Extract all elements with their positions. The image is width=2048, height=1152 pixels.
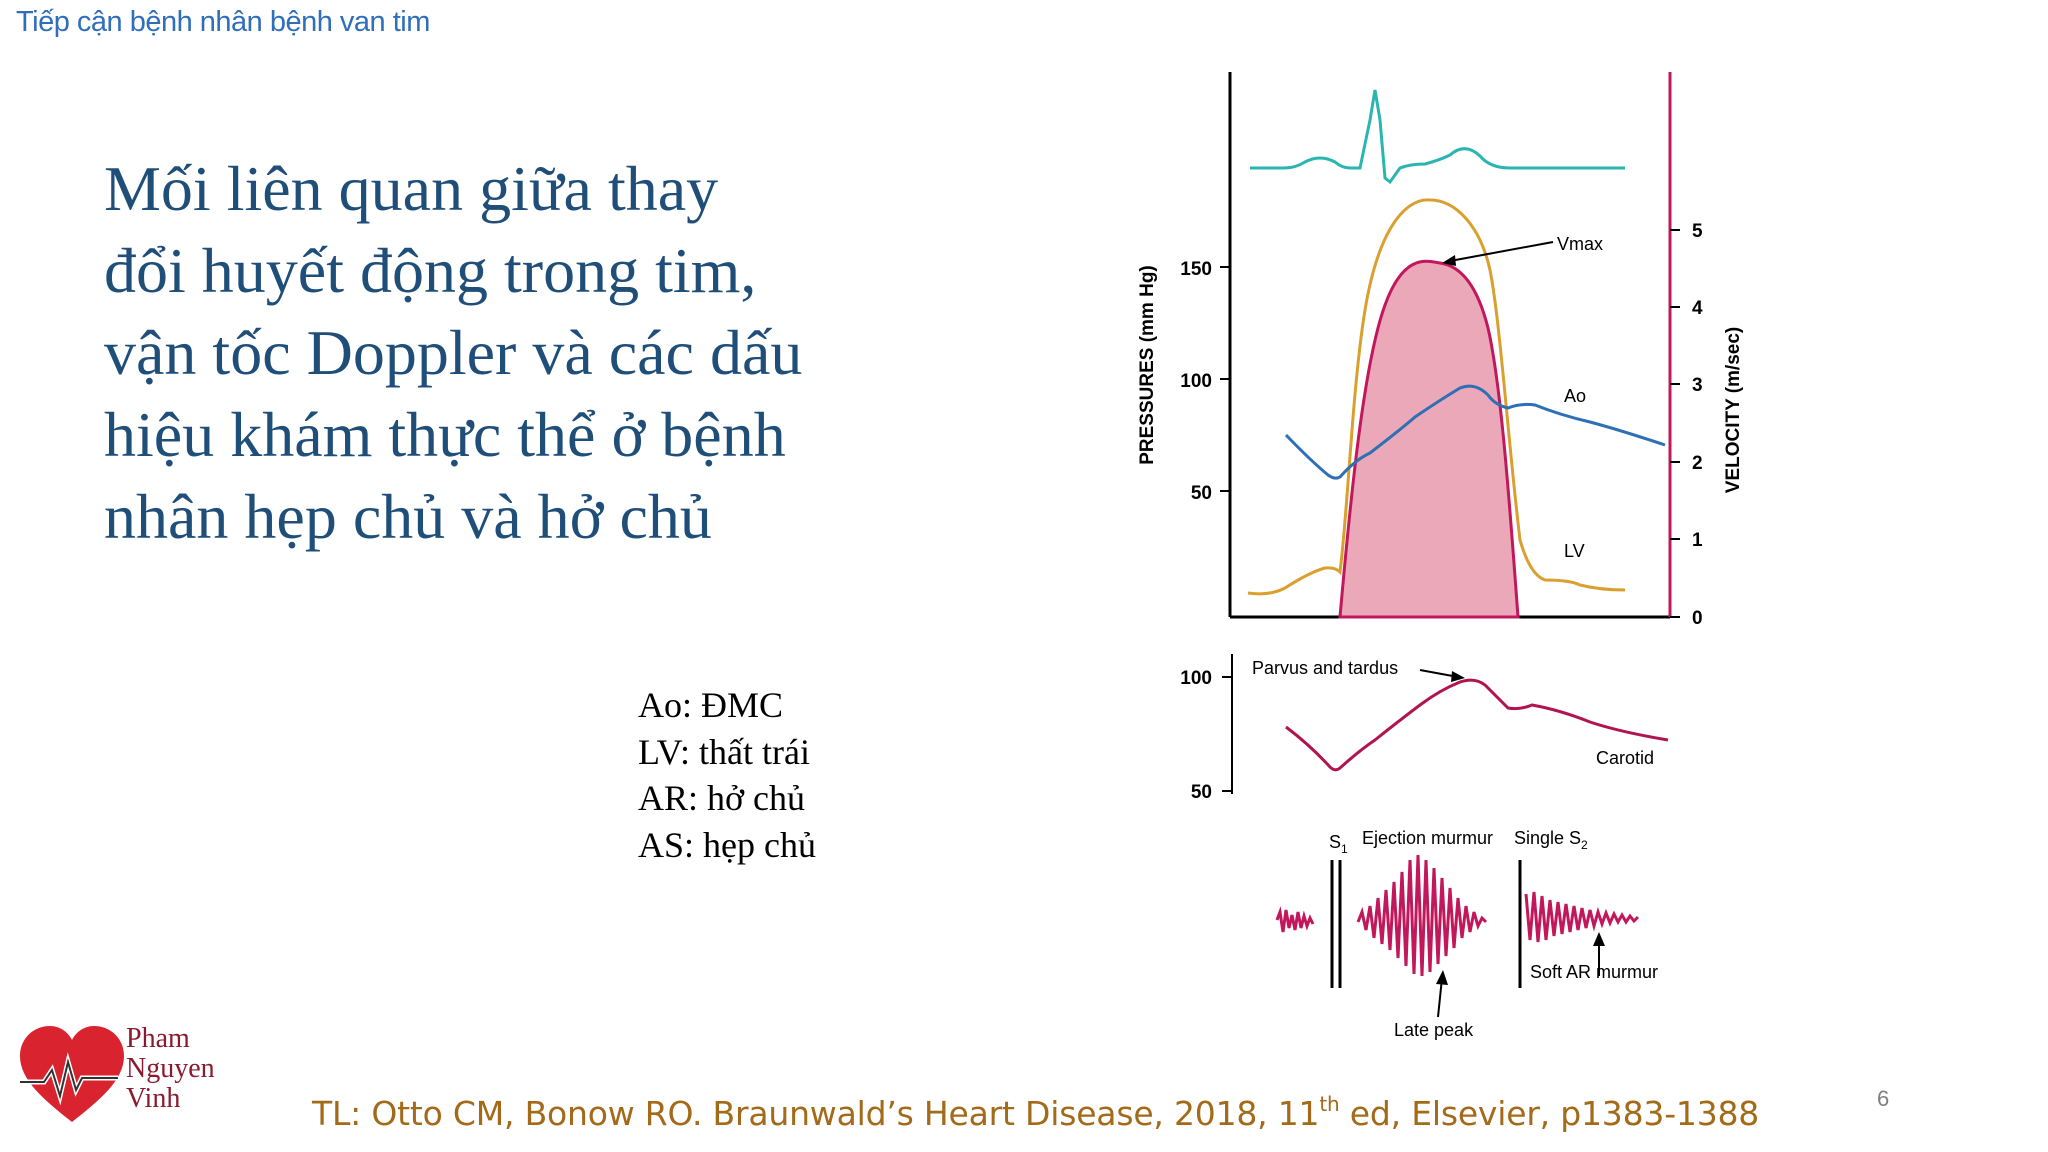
ar-murmur-waveform [1524,891,1640,943]
left-tick-label: 100 [1180,371,1212,392]
hemodynamic-figure: 150 100 50 5 4 3 2 1 0 PRESSURES (mm Hg)… [1137,72,1744,1040]
legend-item: AR: hở chủ [638,778,806,818]
right-tick-label: 2 [1692,453,1703,474]
carotid-tick-label: 100 [1180,668,1212,689]
right-axis-title: VELOCITY (m/sec) [1723,327,1744,493]
carotid-tick-label: 50 [1191,782,1212,803]
title-line: hiệu khám thực thể ở bệnh [104,399,786,470]
single-s2-label: Single S2 [1514,828,1588,852]
logo-line: Pham [126,1023,190,1054]
slide-title: Mối liên quan giữa thay đổi huyết động t… [104,148,884,558]
title-line: đổi huyết động trong tim, [104,235,757,306]
late-peak-label: Late peak [1394,1020,1474,1040]
legend-item: Ao: ĐMC [638,685,784,725]
ao-label: Ao [1564,386,1586,406]
aortic-pressure-curve [1284,384,1666,480]
title-line: vận tốc Doppler và các dấu [104,317,803,388]
s1-label: S1 [1329,832,1348,856]
ejection-murmur-label: Ejection murmur [1362,828,1493,848]
page-number: 6 [1877,1086,1890,1111]
logo-heart-icon [20,1026,124,1122]
velocity-envelope [1338,259,1520,619]
left-tick-label: 150 [1180,259,1212,280]
vmax-label: Vmax [1557,234,1603,254]
carotid-label: Carotid [1596,748,1654,768]
abbreviation-legend: Ao: ĐMC LV: thất trái AR: hở chủ AS: hẹp… [638,682,816,868]
lv-label: LV [1564,541,1585,561]
right-tick-label: 1 [1692,530,1703,551]
parvus-tardus-label: Parvus and tardus [1252,658,1398,678]
right-tick-label: 0 [1692,608,1703,629]
left-tick-label: 50 [1191,483,1212,504]
logo-wordmark: Pham Nguyen Vinh [126,1024,215,1114]
lv-pressure-curve [1247,198,1626,596]
right-tick-label: 5 [1692,221,1703,242]
reference-citation: TL: Otto CM, Bonow RO. Braunwald’s Heart… [312,1092,1760,1133]
pre-systolic-vibration [1275,906,1315,933]
title-line: Mối liên quan giữa thay [104,153,719,224]
legend-item: LV: thất trái [638,731,810,772]
right-tick-label: 3 [1692,375,1703,396]
ecg-trace [1250,89,1625,185]
carotid-pulse-curve [1285,678,1669,772]
logo-line: Vinh [126,1083,181,1114]
soft-ar-murmur-label: Soft AR murmur [1530,962,1658,982]
legend-item: AS: hẹp chủ [638,824,816,865]
logo-line: Nguyen [126,1053,215,1084]
ejection-murmur-waveform [1356,854,1488,977]
left-axis-title: PRESSURES (mm Hg) [1137,265,1158,465]
title-line: nhân hẹp chủ và hở chủ [104,481,712,552]
right-tick-label: 4 [1692,298,1703,319]
presentation-header: Tiếp cận bệnh nhân bệnh van tim [16,6,430,38]
